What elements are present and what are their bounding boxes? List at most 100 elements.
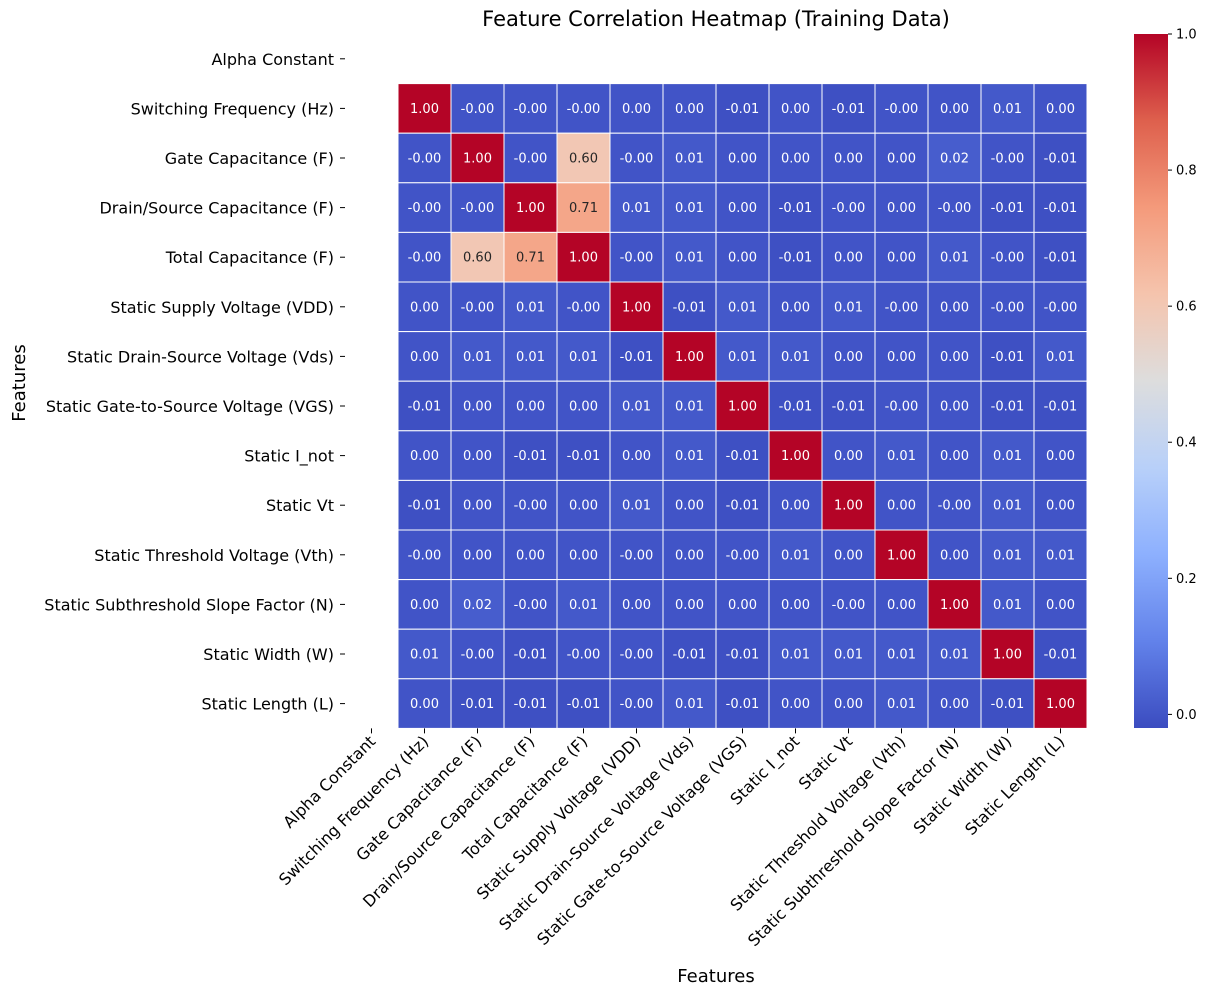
heatmap-cell bbox=[1033, 231, 1088, 283]
heatmap-cell bbox=[397, 380, 452, 432]
heatmap-cell bbox=[397, 182, 452, 233]
cell-value-label: -0.01 bbox=[832, 400, 866, 415]
heatmap-cell bbox=[980, 479, 1035, 531]
cell-value-label: -0.01 bbox=[514, 648, 548, 663]
y-tick-label: Total Capacitance (F) bbox=[165, 248, 334, 267]
heatmap-cell bbox=[768, 579, 823, 630]
cell-value-label: 0.01 bbox=[781, 548, 810, 563]
heatmap-cell bbox=[1033, 678, 1088, 729]
heatmap-cell bbox=[715, 331, 770, 382]
heatmap-cell bbox=[662, 231, 717, 283]
heatmap-cell bbox=[980, 678, 1035, 729]
heatmap-cell bbox=[662, 83, 717, 134]
cell-value-label: 0.00 bbox=[1046, 598, 1075, 613]
heatmap-cell bbox=[874, 678, 929, 729]
cell-value-label: 0.00 bbox=[463, 400, 492, 415]
cell-value-label: -0.01 bbox=[726, 102, 760, 117]
heatmap-cell bbox=[980, 579, 1035, 630]
y-axis-label: Features bbox=[9, 344, 30, 421]
heatmap-cell bbox=[609, 628, 664, 680]
heatmap-cell bbox=[662, 380, 717, 432]
y-tick-label: Static Vt bbox=[266, 496, 334, 515]
cell-value-label: 0.00 bbox=[887, 152, 916, 167]
cell-value-label: 0.01 bbox=[622, 400, 651, 415]
cell-value-label: 0.00 bbox=[940, 102, 969, 117]
heatmap-cell bbox=[821, 281, 876, 333]
heatmap-cell bbox=[1033, 331, 1088, 382]
colorbar-tick-label: 0.6 bbox=[1176, 300, 1197, 315]
cell-value-label: -0.01 bbox=[514, 449, 548, 464]
cell-value-label: -0.01 bbox=[673, 648, 707, 663]
heatmap-cell bbox=[662, 479, 717, 531]
heatmap-cell bbox=[980, 231, 1035, 283]
cell-value-label: 0.00 bbox=[940, 697, 969, 712]
y-tick-label: Static Length (L) bbox=[201, 695, 334, 714]
cell-value-label: 0.00 bbox=[516, 400, 545, 415]
cell-value-label: -0.00 bbox=[620, 251, 654, 266]
cell-value-label: 0.00 bbox=[1046, 449, 1075, 464]
heatmap-cell bbox=[927, 479, 982, 531]
cell-value-label: 0.01 bbox=[675, 449, 704, 464]
colorbar-tick-label: 0.8 bbox=[1176, 164, 1197, 179]
cell-value-label: -0.01 bbox=[514, 697, 548, 712]
heatmap-cell bbox=[397, 579, 452, 630]
cell-value-label: 0.00 bbox=[728, 152, 757, 167]
heatmap-cell bbox=[768, 132, 823, 184]
cell-value-label: 0.00 bbox=[728, 598, 757, 613]
cell-value-label: 0.00 bbox=[887, 598, 916, 613]
heatmap-cell bbox=[768, 430, 823, 481]
cell-value-label: -0.01 bbox=[991, 400, 1025, 415]
heatmap-cell bbox=[874, 83, 929, 134]
cell-value-label: 0.01 bbox=[675, 251, 704, 266]
y-tick-label: Static Drain-Source Voltage (Vds) bbox=[67, 347, 334, 366]
heatmap-cell bbox=[821, 529, 876, 581]
colorbar-tick-label: 0.4 bbox=[1176, 436, 1197, 451]
cell-value-label: -0.01 bbox=[726, 449, 760, 464]
cell-value-label: 0.00 bbox=[781, 697, 810, 712]
cell-value-label: 0.00 bbox=[728, 251, 757, 266]
cell-value-label: 0.00 bbox=[410, 697, 439, 712]
cell-value-label: 0.00 bbox=[834, 152, 863, 167]
cell-value-label: 0.01 bbox=[781, 648, 810, 663]
cell-value-label: 0.00 bbox=[463, 499, 492, 514]
cell-value-label: 0.00 bbox=[410, 449, 439, 464]
heatmap-cell bbox=[980, 132, 1035, 184]
heatmap-cell bbox=[821, 331, 876, 382]
heatmap-cell bbox=[609, 380, 664, 432]
cell-value-label: 0.01 bbox=[1046, 548, 1075, 563]
cell-value-label: -0.01 bbox=[726, 648, 760, 663]
cell-value-label: -0.01 bbox=[461, 697, 495, 712]
heatmap-cell bbox=[768, 628, 823, 680]
x-tick-label: Static Drain-Source Voltage (Vds) bbox=[495, 732, 697, 934]
cell-value-label: 0.01 bbox=[940, 648, 969, 663]
cell-value-label: 1.00 bbox=[410, 102, 439, 117]
heatmap-cell bbox=[556, 132, 611, 184]
cell-value-label: -0.00 bbox=[832, 201, 866, 216]
cell-value-label: 0.00 bbox=[887, 499, 916, 514]
cell-value-label: -0.00 bbox=[461, 300, 495, 315]
cell-value-label: -0.00 bbox=[620, 152, 654, 167]
cell-value-label: -0.00 bbox=[885, 300, 919, 315]
cell-value-label: 0.01 bbox=[728, 300, 757, 315]
y-tick-label: Gate Capacitance (F) bbox=[165, 149, 334, 168]
y-tick-label: Drain/Source Capacitance (F) bbox=[99, 199, 334, 218]
x-tick-label: Alpha Constant bbox=[279, 732, 379, 832]
cell-value-label: 0.00 bbox=[887, 251, 916, 266]
heatmap-cell bbox=[662, 430, 717, 481]
y-tick-label: Switching Frequency (Hz) bbox=[131, 99, 334, 118]
cell-value-label: 0.00 bbox=[622, 449, 651, 464]
cell-value-label: -0.01 bbox=[779, 251, 813, 266]
cell-value-label: 0.01 bbox=[569, 598, 598, 613]
chart-title: Feature Correlation Heatmap (Training Da… bbox=[482, 7, 950, 31]
cell-value-label: 0.01 bbox=[675, 697, 704, 712]
heatmap-cell bbox=[503, 529, 558, 581]
cell-value-label: -0.00 bbox=[620, 697, 654, 712]
cell-value-label: 0.00 bbox=[940, 449, 969, 464]
heatmap-cell bbox=[715, 281, 770, 333]
cell-value-label: 0.00 bbox=[940, 400, 969, 415]
cell-value-label: -0.01 bbox=[620, 350, 654, 365]
cell-value-label: 0.01 bbox=[410, 648, 439, 663]
heatmap-cell bbox=[821, 579, 876, 630]
cell-value-label: -0.01 bbox=[726, 697, 760, 712]
cell-value-label: 0.01 bbox=[516, 350, 545, 365]
